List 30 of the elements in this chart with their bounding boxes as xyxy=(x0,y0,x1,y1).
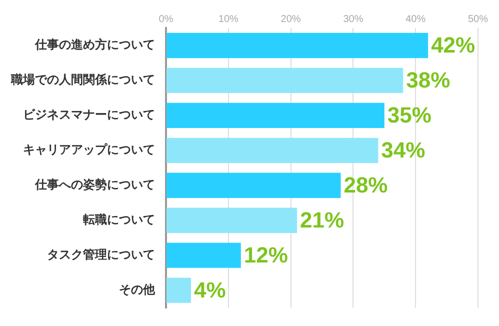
y-tick-label: 転職について xyxy=(83,212,155,226)
bar xyxy=(166,208,298,233)
x-tick-label: 0% xyxy=(158,14,174,25)
y-tick-label: タスク管理について xyxy=(47,247,155,262)
x-tick-label: 50% xyxy=(468,14,488,25)
data-label: 12% xyxy=(244,242,288,268)
bar xyxy=(166,278,191,303)
y-tick-label: キャリアアップについて xyxy=(23,142,155,157)
x-tick-label: 10% xyxy=(218,14,239,25)
bar xyxy=(166,242,241,268)
x-tick-label: 30% xyxy=(343,14,364,25)
y-tick-label: 仕事への姿勢について xyxy=(34,178,155,192)
data-label: 42% xyxy=(431,32,476,58)
data-label: 28% xyxy=(344,172,388,198)
bar xyxy=(166,32,428,58)
y-tick-label: その他 xyxy=(119,282,156,296)
bar xyxy=(166,102,384,128)
x-tick-label: 20% xyxy=(280,14,301,25)
data-label: 34% xyxy=(381,137,426,162)
data-label: 38% xyxy=(406,68,450,93)
data-label: 4% xyxy=(194,277,226,302)
y-tick-label: ビジネスマナーについて xyxy=(23,108,155,122)
data-label: 35% xyxy=(387,102,432,128)
bar xyxy=(166,172,341,198)
bar xyxy=(166,138,378,164)
data-label: 21% xyxy=(300,207,344,232)
bar xyxy=(166,68,404,94)
y-tick-label: 職場での人間関係について xyxy=(10,72,155,87)
x-tick-label: 40% xyxy=(406,14,426,25)
y-tick-label: 仕事の進め方について xyxy=(34,38,155,52)
